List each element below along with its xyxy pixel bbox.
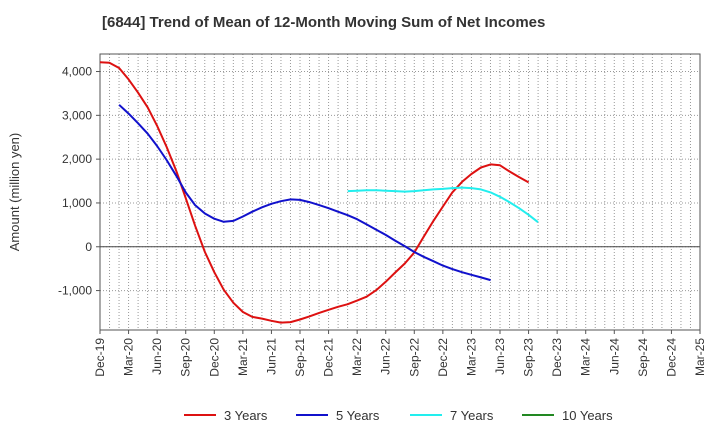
y-tick-label: 3,000 xyxy=(62,108,92,122)
y-tick-label: 1,000 xyxy=(62,196,92,210)
legend-label: 10 Years xyxy=(562,408,613,423)
legend-label: 3 Years xyxy=(224,408,268,423)
x-tick-label: Jun-23 xyxy=(493,338,507,375)
x-tick-label: Mar-22 xyxy=(350,338,364,376)
x-tick-label: Dec-22 xyxy=(436,338,450,377)
x-tick-label: Mar-24 xyxy=(579,338,593,376)
x-tick-label: Mar-21 xyxy=(236,338,250,376)
y-tick-label: 4,000 xyxy=(62,65,92,79)
x-tick-label: Jun-22 xyxy=(379,338,393,375)
x-tick-label: Jun-20 xyxy=(150,338,164,375)
legend-label: 7 Years xyxy=(450,408,494,423)
x-tick-label: Sep-20 xyxy=(179,338,193,377)
chart-title: [6844] Trend of Mean of 12-Month Moving … xyxy=(102,14,546,31)
plot-area-frame xyxy=(99,53,701,331)
legend-label: 5 Years xyxy=(336,408,380,423)
x-tick-label: Jun-21 xyxy=(264,338,278,375)
x-tick-label: Dec-20 xyxy=(207,338,221,377)
y-tick-label: 0 xyxy=(85,240,92,254)
y-tick-label: 2,000 xyxy=(62,152,92,166)
x-tick-label: Sep-24 xyxy=(636,338,650,377)
series-line-5-years xyxy=(118,104,491,282)
series-line-7-years xyxy=(347,186,539,223)
x-tick-label: Sep-21 xyxy=(293,338,307,377)
y-axis-title: Amount (million yen) xyxy=(7,133,22,252)
x-tick-label: Mar-20 xyxy=(122,338,136,376)
x-tick-label: Mar-23 xyxy=(464,338,478,376)
x-tick-label: Sep-22 xyxy=(407,338,421,377)
x-tick-label: Dec-24 xyxy=(664,338,678,377)
x-tick-label: Sep-23 xyxy=(522,338,536,377)
series-line-3-years xyxy=(99,61,530,324)
x-tick-label: Dec-23 xyxy=(550,338,564,377)
x-tick-label: Dec-21 xyxy=(322,338,336,377)
x-tick-label: Jun-24 xyxy=(607,338,621,375)
y-tick-label: -1,000 xyxy=(58,284,92,298)
x-tick-label: Mar-25 xyxy=(693,338,707,376)
x-tick-label: Dec-19 xyxy=(93,338,107,377)
